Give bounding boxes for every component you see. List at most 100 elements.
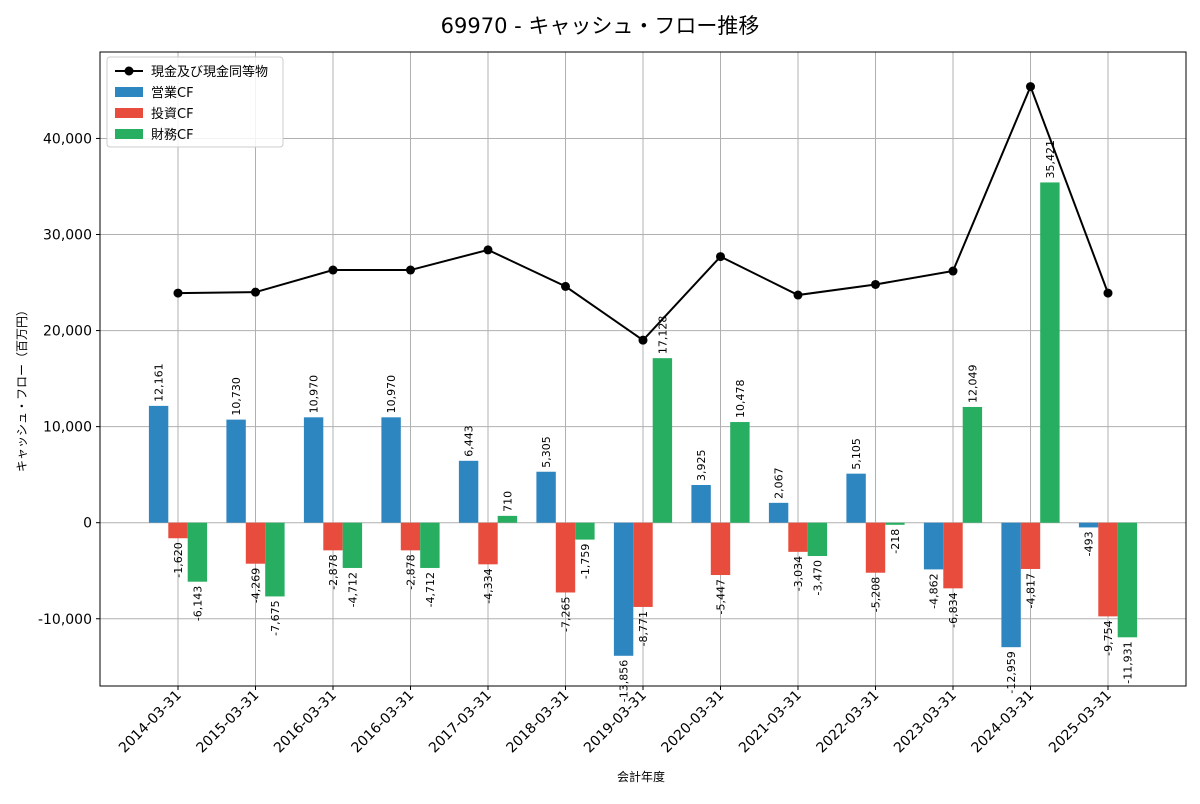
x-tick-label: 2025-03-31 (1046, 688, 1115, 757)
bar (497, 515, 518, 523)
bar (148, 405, 169, 523)
bar-value-label: -4,712 (424, 572, 437, 607)
bar (187, 522, 208, 582)
bar-value-label: -493 (1083, 531, 1096, 556)
cash-line-point (406, 265, 415, 275)
bar-value-label: -7,265 (560, 596, 573, 631)
legend-swatch (115, 108, 143, 118)
bar (1040, 182, 1060, 523)
bar (633, 522, 653, 607)
bar (962, 406, 983, 523)
bar (730, 422, 750, 523)
bar (1098, 522, 1118, 617)
y-tick-label: 30,000 (43, 228, 92, 244)
x-tick-label: 2019-03-31 (581, 688, 650, 757)
cash-line-point (1026, 82, 1035, 92)
bar-value-label: 5,305 (540, 436, 553, 468)
bar-value-label: -13,856 (618, 660, 631, 702)
bar-value-label: 10,970 (308, 375, 321, 414)
bar (478, 522, 498, 565)
bar-value-label: -7,675 (269, 600, 282, 635)
y-tick-label: -10,000 (38, 612, 92, 628)
legend-box (106, 56, 284, 148)
legend-label: 現金及び現金同等物 (151, 64, 268, 80)
cash-line-point (948, 266, 958, 276)
bar-value-label: 12,049 (966, 364, 979, 403)
y-tick-label: 20,000 (43, 324, 92, 340)
bar (846, 473, 866, 523)
x-tick-label: 2016-03-31 (271, 688, 340, 757)
bar-value-label: 5,105 (850, 438, 863, 470)
bar (226, 419, 246, 523)
y-tick-label: 0 (83, 516, 92, 532)
y-tick-label: 40,000 (43, 131, 92, 147)
bar (458, 460, 479, 523)
bar-value-label: -8,771 (637, 611, 650, 646)
bar-value-label: -218 (889, 529, 902, 554)
bar (1078, 522, 1099, 528)
x-tick-label: 2022-03-31 (813, 688, 882, 757)
bar-value-label: -2,878 (327, 554, 340, 589)
bar-value-label: 17,128 (656, 316, 669, 355)
bar (865, 522, 886, 573)
bar (265, 522, 285, 597)
x-axis-label: 会計年度 (617, 769, 665, 784)
bar (536, 471, 556, 523)
x-tick-label: 2017-03-31 (426, 688, 495, 757)
cash-line-point (871, 279, 880, 289)
bar-value-label: 6,443 (463, 425, 476, 457)
bar-value-label: 12,161 (153, 363, 166, 402)
legend-label: 投資CF (151, 106, 194, 122)
bar (943, 522, 963, 589)
bar-value-label: 10,478 (734, 380, 747, 419)
bar (168, 522, 188, 539)
bar (1001, 522, 1021, 648)
bar-value-label: -9,754 (1102, 620, 1115, 655)
bar (788, 522, 808, 552)
legend-swatch (115, 87, 143, 97)
bar-value-label: 3,925 (695, 449, 708, 481)
bar-value-label: -1,759 (579, 544, 592, 579)
bar-value-label: -5,208 (870, 577, 883, 612)
bar-value-label: -4,269 (250, 568, 263, 603)
bar-value-label: -4,712 (346, 572, 359, 607)
bar-value-label: -4,862 (928, 573, 941, 608)
bar (807, 522, 828, 557)
bar (885, 522, 905, 525)
x-tick-label: 2015-03-31 (193, 688, 262, 757)
cash-line-point (561, 281, 570, 291)
cash-line-point (716, 252, 725, 262)
bars (148, 182, 1138, 656)
bar (323, 522, 343, 551)
bar-value-label: 2,067 (773, 467, 786, 499)
cash-line-point (1103, 288, 1113, 298)
legend-label: 営業CF (151, 85, 194, 101)
bar-value-label: -4,817 (1025, 573, 1038, 608)
bar-value-label: -2,878 (405, 554, 418, 589)
y-axis-label: キャッシュ・フロー（百万円） (15, 304, 29, 472)
chart-title: 69970 - キャッシュ・フロー推移 (441, 14, 760, 38)
x-tick-label: 2014-03-31 (116, 688, 185, 757)
x-tick-label: 2021-03-31 (736, 688, 805, 757)
x-tick-label: 2024-03-31 (968, 688, 1037, 757)
legend-swatch (115, 129, 143, 139)
bar (923, 522, 944, 570)
cash-line-point (328, 265, 338, 275)
cash-line (173, 82, 1113, 345)
cash-line-point (173, 288, 183, 298)
x-tick-label: 2018-03-31 (503, 688, 572, 757)
bar (381, 417, 401, 523)
bar-value-label: -11,931 (1121, 641, 1134, 683)
cash-line-point (483, 245, 493, 255)
bar (400, 522, 421, 551)
bar (1117, 522, 1138, 638)
cash-line-point (251, 287, 260, 297)
bar (768, 502, 789, 523)
bar-value-label: -12,959 (1005, 651, 1018, 693)
bar-value-label: -5,447 (715, 579, 728, 614)
bar-value-label: 10,730 (230, 377, 243, 416)
bar-value-label: 710 (501, 491, 514, 512)
bar (652, 358, 673, 523)
